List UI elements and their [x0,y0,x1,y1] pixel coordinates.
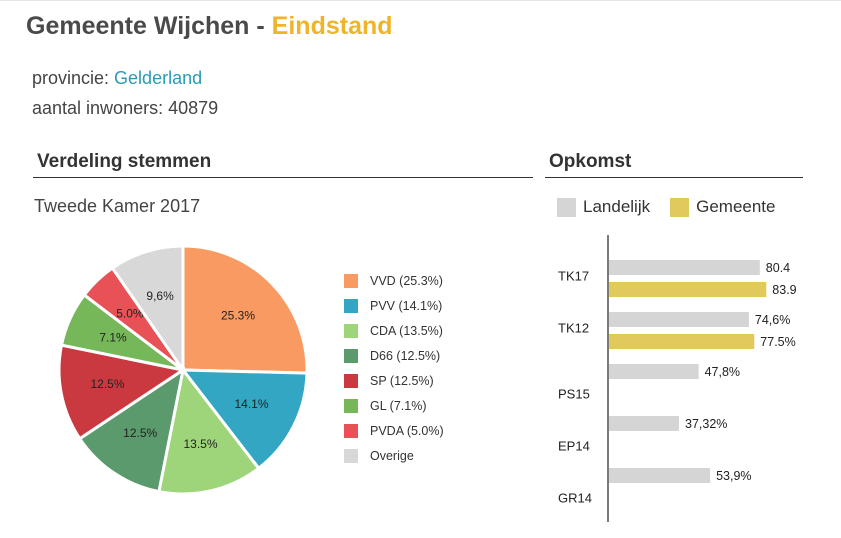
legend-swatch-gl [344,398,358,413]
pie-slice-pvv [179,368,309,471]
bar-value-tk17-gemeente: 83.9 [772,283,796,297]
pie-label-vvd: 25.3% [221,308,255,322]
legend-swatch-d66 [344,348,358,363]
pie-slice-overige [110,244,185,375]
votes-section-rule [33,177,533,178]
provincie-link[interactable]: Gelderland [114,68,203,88]
bar-ep14-landelijk [609,416,679,431]
pie-label-sp: 12.5% [90,377,124,391]
bar-value-tk12-landelijk: 74,6% [755,313,790,327]
turnout-bar-chart: TK17 80.4 83.9 TK12 74,6% 77.5% PS15 47,8% EP14 3… [558,235,797,522]
category-label-ep14: EP14 [558,438,590,453]
legend-label-landelijk: Landelijk [583,197,651,216]
legend-swatch-cda [344,323,358,338]
page-title: Gemeente Wijchen - Eindstand [26,12,393,41]
top-divider [0,0,841,1]
pie-label-gl: 7.1% [99,330,127,344]
bar-value-ep14-landelijk: 37,32% [685,417,727,431]
legend-label-vvd: VVD (25.3%) [370,273,443,288]
provincie-label: provincie: [32,68,115,88]
legend-swatch-landelijk [557,197,576,217]
page-title-status: Eindstand [271,12,393,40]
vote-pie-chart: 25.3% 14.1% 13.5% 12.5% 12.5% 7.1% 5.0%9,6% [57,244,309,496]
bar-value-ps15-landelijk: 47,8% [705,365,740,379]
pie-label-overige: 9,6% [146,289,174,303]
bar-gr14-landelijk [609,468,711,483]
legend-item-vvd: VVD (25.3%) [344,268,444,293]
bar-ps15-landelijk [609,364,699,379]
legend-item-cda: CDA (13.5%) [344,318,444,343]
pie-label-d66: 12.5% [123,426,157,440]
legend-label-pvv: PVV (14.1%) [370,298,443,313]
category-label-tk17: TK17 [558,268,589,283]
legend-swatch-vvd [344,273,358,288]
inwoners-line: aantal inwoners: 40879 [32,98,219,118]
legend-swatch-pvda [344,423,358,438]
legend-swatch-overige [344,448,358,463]
legend-swatch-gemeente [670,197,690,217]
bar-tk12-landelijk [609,312,749,327]
category-label-tk12: TK12 [558,320,589,335]
pie-label-pvv: 14.1% [234,397,268,411]
pie-slice-cda [157,366,261,496]
legend-item-pvda: PVDA (5.0%) [344,418,444,443]
page-title-main: Gemeente Wijchen - [26,12,272,40]
bar-tk12-gemeente [609,334,755,349]
pie-legend: VVD (25.3%) PVV (14.1%) CDA (13.5%) D66 (12… [344,268,444,468]
legend-label-gemeente: Gemeente [696,197,776,216]
bar-value-gr14-landelijk: 53,9% [716,469,751,483]
legend-item-pvv: PVV (14.1%) [344,293,444,318]
legend-label-cda: CDA (13.5%) [370,323,443,338]
legend-swatch-pvv [344,298,358,313]
legend-label-gl: GL (7.1%) [370,398,427,413]
legend-item-gl: GL (7.1%) [344,393,444,418]
legend-item-sp: SP (12.5%) [344,368,444,393]
category-label-gr14: GR14 [558,490,592,505]
pie-label-pvda: 5.0% [116,307,144,321]
legend-label-pvda: PVDA (5.0%) [370,423,444,438]
turnout-section-title: Opkomst [549,151,632,172]
election-subtitle: Tweede Kamer 2017 [34,196,201,216]
legend-label-sp: SP (12.5%) [370,373,434,388]
pie-slice-vvd [181,244,309,375]
votes-section-title: Verdeling stemmen [37,151,212,172]
provincie-line: provincie: Gelderland [32,68,202,89]
category-label-ps15: PS15 [558,386,590,401]
bar-tk17-landelijk [609,260,760,275]
legend-item-d66: D66 (12.5%) [344,343,444,368]
pie-slice-sp [57,343,187,441]
pie-label-cda: 13.5% [183,437,217,451]
bar-value-tk12-gemeente: 77.5% [760,335,795,349]
legend-swatch-sp [344,373,358,388]
legend-item-overige: Overige [344,443,444,468]
bar-tk17-gemeente [609,282,767,297]
turnout-section-rule [545,177,803,178]
turnout-legend: Landelijk Gemeente [557,197,776,217]
legend-label-d66: D66 (12.5%) [370,348,441,363]
bar-value-tk17-landelijk: 80.4 [766,261,790,275]
pie-slice-d66 [77,366,186,494]
legend-label-overige: Overige [370,448,414,463]
